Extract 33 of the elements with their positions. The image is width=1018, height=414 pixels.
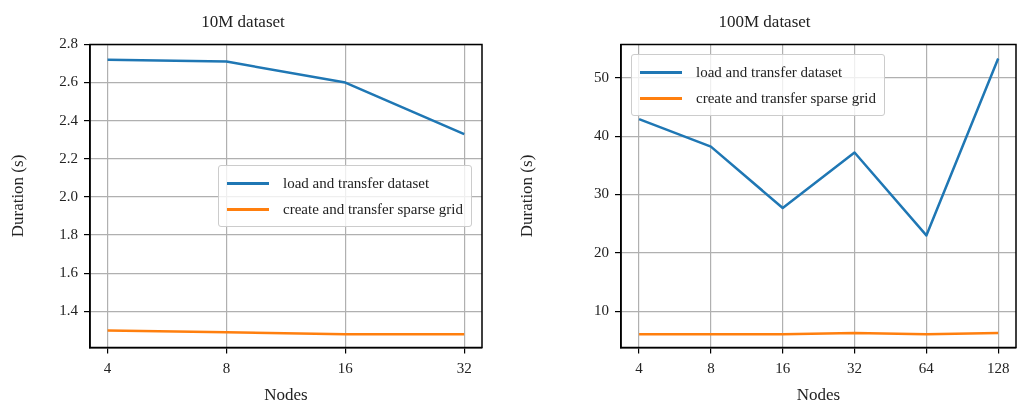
legend-label: load and transfer dataset xyxy=(283,174,430,192)
x-axis-title: Nodes xyxy=(796,385,841,405)
legend-label: create and transfer sparse grid xyxy=(696,89,876,107)
x-tick-label: 8 xyxy=(707,359,715,376)
y-tick-label: 1.8 xyxy=(59,226,78,243)
y-tick-label: 30 xyxy=(594,185,609,202)
x-tick-label: 64 xyxy=(918,359,935,376)
y-axis-title: Duration (s) xyxy=(7,154,27,238)
x-tick-label: 8 xyxy=(222,359,231,376)
legend-label: create and transfer sparse grid xyxy=(283,200,463,218)
y-tick-label: 10 xyxy=(594,302,609,319)
x-tick-label: 4 xyxy=(103,359,112,376)
x-tick-label: 32 xyxy=(847,359,863,376)
x-axis-title: Nodes xyxy=(264,385,308,405)
y-tick-label: 1.4 xyxy=(59,302,79,319)
x-tick-label: 4 xyxy=(635,359,644,376)
x-tick-label: 32 xyxy=(456,359,472,376)
chart-title: 100M dataset xyxy=(718,11,811,31)
y-tick-label: 40 xyxy=(594,127,609,144)
x-tick-label: 16 xyxy=(337,359,354,376)
y-axis-title: Duration (s) xyxy=(516,154,536,238)
legend-label: load and transfer dataset xyxy=(696,63,843,81)
y-tick-label: 2.2 xyxy=(59,149,78,166)
y-tick-label: 2.8 xyxy=(59,35,78,52)
y-tick-label: 2.0 xyxy=(59,187,78,204)
y-tick-label: 50 xyxy=(594,68,609,85)
y-tick-label: 2.4 xyxy=(59,111,79,128)
x-tick-label: 128 xyxy=(986,359,1010,376)
y-tick-label: 1.6 xyxy=(59,264,79,281)
y-tick-label: 2.6 xyxy=(59,73,79,90)
x-tick-label: 16 xyxy=(775,359,791,376)
y-tick-label: 20 xyxy=(594,243,609,260)
chart-title: 10M dataset xyxy=(201,11,286,31)
